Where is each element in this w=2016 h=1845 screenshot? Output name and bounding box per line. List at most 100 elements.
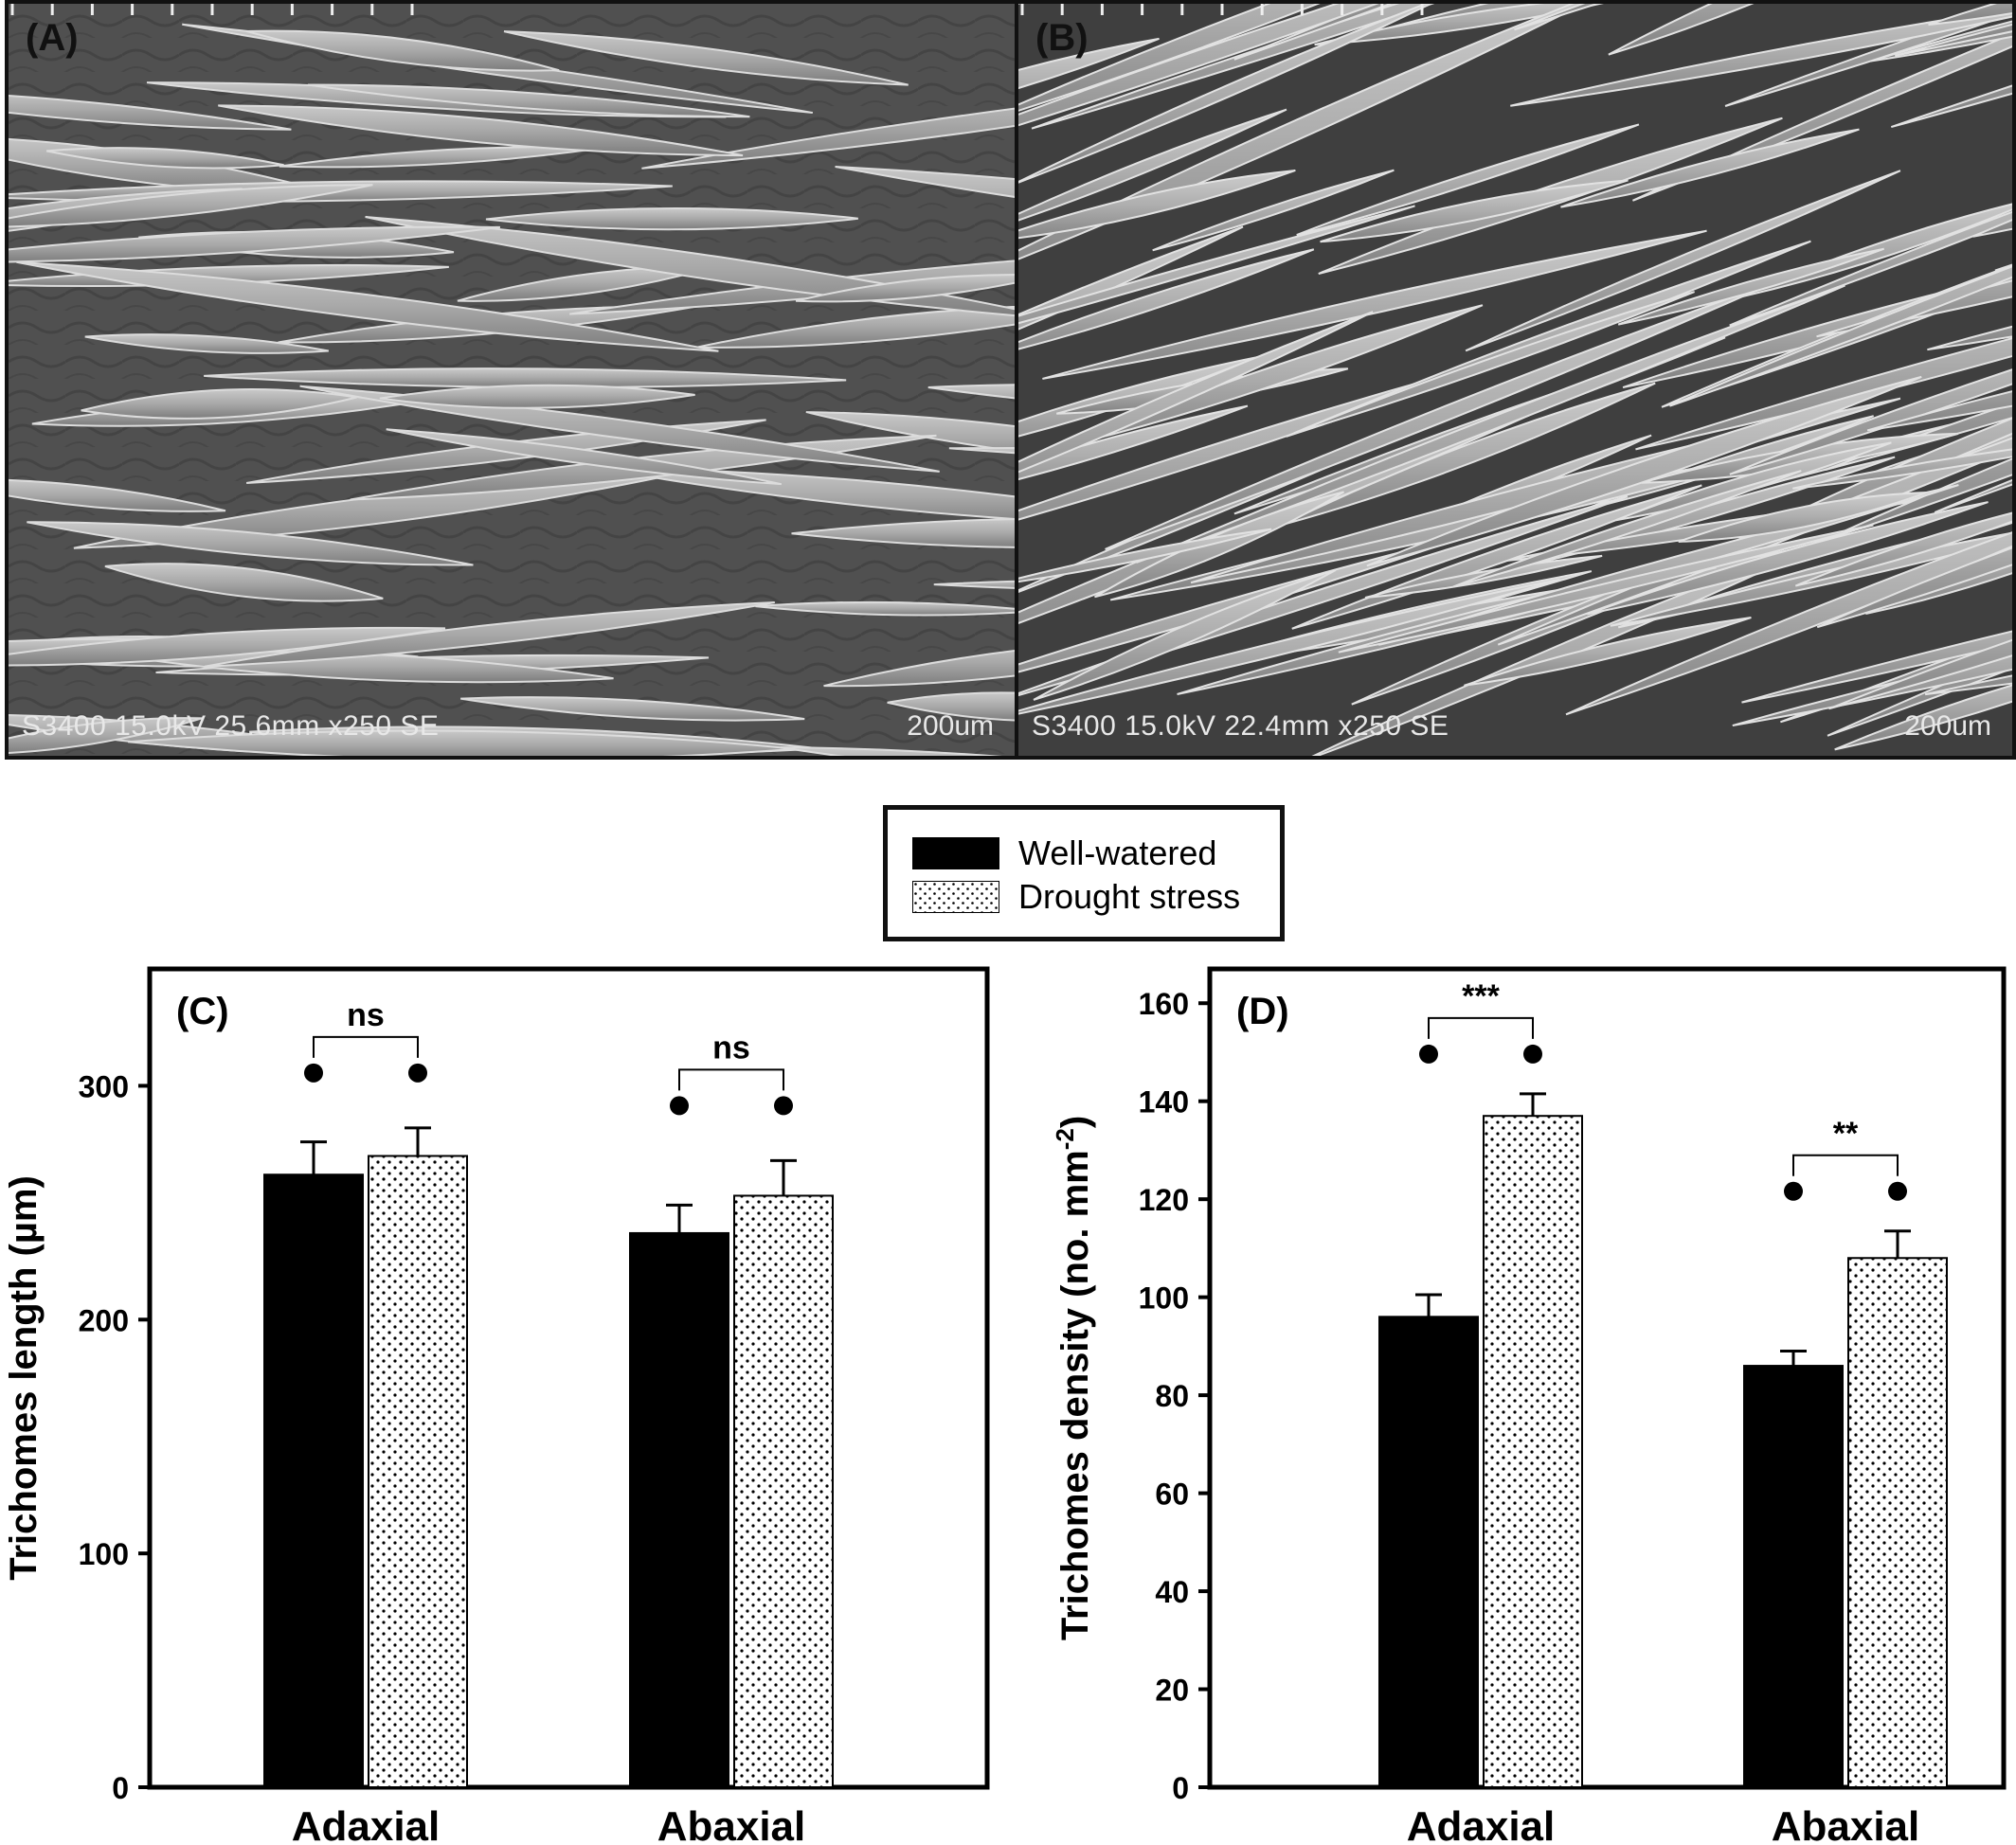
bar-well-watered xyxy=(1378,1316,1479,1788)
trichome-hair xyxy=(9,94,292,131)
chart-legend: Well-watered Drought stress xyxy=(883,805,1285,941)
y-axis-label: Trichomes length (µm) xyxy=(3,1175,45,1581)
trichome-hair xyxy=(1792,448,2012,490)
trichome-hair xyxy=(593,466,1015,520)
trichome-hair xyxy=(1828,638,2012,710)
trichome-hair xyxy=(9,184,373,228)
scale-label-a: 200um xyxy=(907,710,994,742)
trichome-hair xyxy=(9,225,501,263)
significance-label: ** xyxy=(1833,1116,1859,1152)
trichome-hair xyxy=(1678,491,1928,543)
sem-image-a: (A) S3400 15.0kV 25.6mm x250 SE 200um xyxy=(5,0,1018,760)
trichome-hair xyxy=(1018,169,1296,240)
chart-d-trichome-density: 0 20 40 60 80 100 120 140 160 Trichomes density (… xyxy=(1051,966,2007,1845)
sem-metadata-b: S3400 15.0kV 22.4mm x250 SE xyxy=(1032,710,1449,742)
bar-well-watered xyxy=(1743,1365,1844,1789)
legend-swatch-dotted xyxy=(912,881,999,913)
trichome-hair xyxy=(1452,470,1802,588)
x-category-label: Adaxial xyxy=(1407,1803,1556,1845)
trichome-hair xyxy=(1617,247,1885,326)
trichome-hair xyxy=(1018,205,1415,325)
trichome-hair xyxy=(1018,248,1315,350)
bar-drought-stress xyxy=(733,1194,834,1788)
significance-marker xyxy=(304,1063,323,1083)
trichome-hair xyxy=(887,691,1015,722)
significance-bracket xyxy=(1792,1154,1899,1176)
sem-metadata-a: S3400 15.0kV 25.6mm x250 SE xyxy=(22,710,440,742)
y-tick-label: 300 xyxy=(79,1069,129,1103)
trichome-hair xyxy=(1972,219,2012,238)
trichome-hair xyxy=(218,104,744,157)
trichome-hair xyxy=(104,563,384,602)
bar-drought-stress xyxy=(1483,1115,1583,1788)
trichome-hair xyxy=(9,626,446,667)
trichome-hair xyxy=(1018,4,1379,127)
significance-label: *** xyxy=(1462,978,1500,1014)
trichome-hair xyxy=(1821,457,2012,543)
trichome-hair xyxy=(460,696,805,722)
scale-bar-b xyxy=(1020,4,1424,15)
panel-letter: (C) xyxy=(176,991,229,1032)
trichome-hair xyxy=(1510,8,2012,107)
trichome-hair xyxy=(1464,617,1752,687)
trichome-hair xyxy=(933,580,1015,589)
trichome-hair xyxy=(1338,524,1874,654)
trichome-hair xyxy=(780,746,1002,756)
significance-marker xyxy=(1419,1044,1438,1064)
trichome-hair xyxy=(485,206,858,231)
significance-label: ns xyxy=(712,1030,750,1066)
y-tick-label: 60 xyxy=(1155,1478,1189,1512)
legend-item-drought: Drought stress xyxy=(912,877,1240,916)
trichome-hair xyxy=(1816,546,2012,629)
trichome-hair xyxy=(1094,491,1345,599)
legend-label-well-watered: Well-watered xyxy=(1018,833,1217,872)
bar-drought-stress xyxy=(1847,1257,1948,1788)
y-tick-label: 0 xyxy=(1172,1771,1189,1805)
trichome-hair xyxy=(1018,4,1433,184)
trichome-hair xyxy=(1565,531,2012,716)
bar-well-watered xyxy=(629,1231,729,1789)
trichome-hair xyxy=(1729,210,2012,327)
trichome-hair xyxy=(1136,284,1845,564)
trichome-hair xyxy=(1608,4,1755,56)
sem-texture-a xyxy=(9,4,1015,756)
trichome-hair xyxy=(1928,4,2012,27)
trichome-hair xyxy=(823,650,1015,688)
panel-letter-a: (A) xyxy=(26,17,79,59)
y-tick-label: 140 xyxy=(1139,1085,1189,1120)
trichome-hair xyxy=(835,166,1015,198)
trichome-hair xyxy=(1018,528,1272,583)
trichome-hair xyxy=(1514,4,1600,31)
significance-marker xyxy=(1888,1181,1907,1201)
trichome-hair xyxy=(1870,20,2012,63)
trichome-hair xyxy=(307,83,750,118)
trichome-hair xyxy=(45,147,284,170)
plot-frame xyxy=(1207,966,2007,1790)
y-axis-label: Trichomes density (no. mm-2) xyxy=(1051,1116,1096,1640)
panel-letter: (D) xyxy=(1236,991,1289,1032)
legend-swatch-solid xyxy=(912,837,999,869)
trichome-hair xyxy=(1033,568,1337,701)
trichome-hair xyxy=(1866,390,2012,432)
x-category-label: Adaxial xyxy=(292,1803,441,1845)
significance-bracket xyxy=(313,1035,419,1058)
trichome-hair xyxy=(1560,128,1860,208)
trichome-hair xyxy=(204,367,847,389)
trichome-hair xyxy=(27,521,474,566)
trichome-hair xyxy=(1293,291,1695,435)
trichome-hair xyxy=(386,428,783,486)
y-tick-label: 100 xyxy=(79,1537,129,1571)
trichome-hair xyxy=(1927,325,2012,351)
bar-well-watered xyxy=(263,1173,364,1788)
trichome-hair xyxy=(1018,404,1249,481)
trichome-hair xyxy=(948,446,1015,455)
chart-c-trichome-length: 0 100 200 300 Trichomes length (µm) (C) ns Adax… xyxy=(3,966,990,1845)
trichome-hair xyxy=(16,260,719,352)
trichome-hair xyxy=(1314,4,1604,46)
legend-item-well-watered: Well-watered xyxy=(912,833,1217,872)
trichome-hair xyxy=(81,388,357,420)
y-tick-label: 100 xyxy=(1139,1281,1189,1316)
trichome-hair xyxy=(1890,84,2012,129)
y-tick-label: 0 xyxy=(112,1771,129,1805)
trichome-hair xyxy=(1018,578,1560,715)
